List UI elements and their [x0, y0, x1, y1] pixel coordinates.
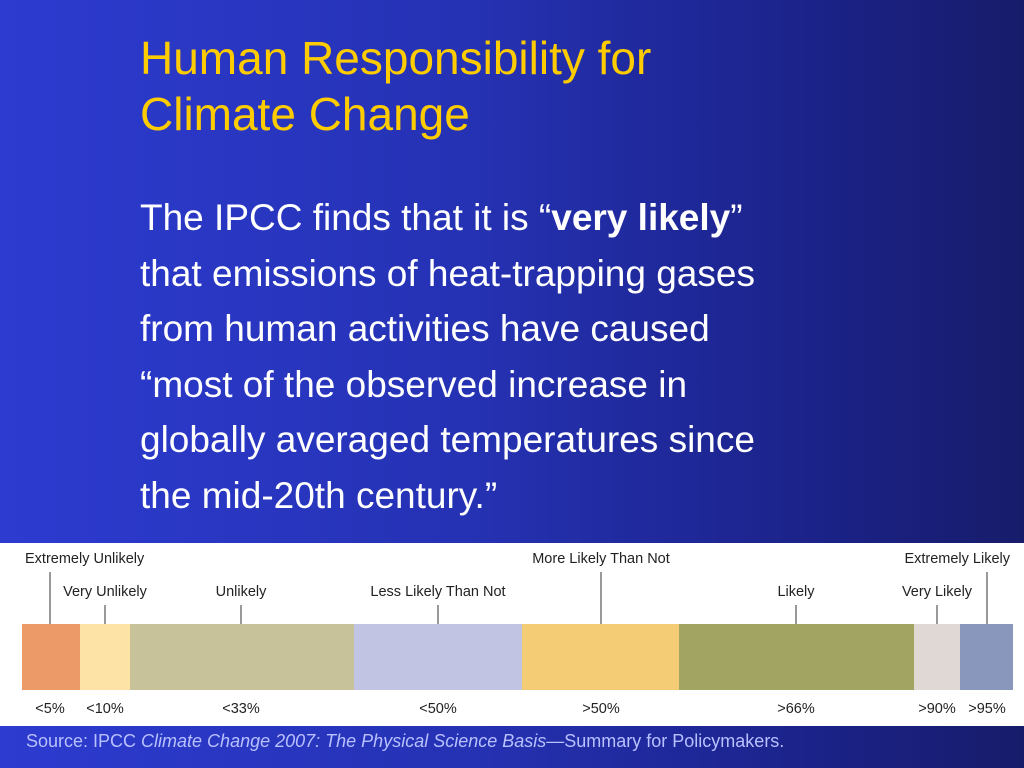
likelihood-scale-panel: Extremely Unlikely Very Unlikely Unlikely L…: [0, 543, 1024, 726]
scale-category-label-5: Likely: [777, 584, 815, 600]
scale-segment-3: [354, 624, 522, 690]
scale-probability-label-4: >50%: [582, 701, 620, 717]
scale-category-label-3: Less Likely Than Not: [370, 584, 505, 600]
source-prefix: Source: IPCC: [26, 731, 142, 751]
likelihood-scale: Extremely Unlikely Very Unlikely Unlikely L…: [22, 551, 1013, 717]
body-emphasis-very-likely: very likely: [551, 197, 731, 238]
scale-segment-6: [914, 624, 960, 690]
body-line-5: globally averaged temperatures since: [140, 419, 755, 460]
scale-probability-label-1: <10%: [86, 701, 124, 717]
source-suffix: —Summary for Policymakers.: [546, 731, 785, 751]
scale-category-label-2: Unlikely: [216, 584, 268, 600]
scale-segment-2: [130, 624, 354, 690]
source-citation: Source: IPCC Climate Change 2007: The Ph…: [26, 731, 1016, 752]
body-line-2: that emissions of heat-trapping gases: [140, 252, 755, 294]
scale-probability-label-2: <33%: [222, 701, 260, 717]
scale-segment-5: [679, 624, 914, 690]
scale-category-label-4: More Likely Than Not: [532, 551, 670, 567]
scale-segment-0: [22, 624, 80, 690]
scale-segment-4: [522, 624, 679, 690]
body-line-1-post: ”: [730, 197, 743, 238]
body-line-4: “most of the observed increase in: [140, 363, 688, 405]
body-line-3: from human activities have caused: [140, 308, 710, 349]
body-line-6: the mid-20th century.”: [140, 474, 498, 516]
scale-category-label-7: Extremely Likely: [904, 551, 1010, 567]
body-line-1-pre: The IPCC finds that it is “: [140, 197, 552, 238]
scale-category-label-0: Extremely Unlikely: [25, 551, 145, 567]
scale-segment-7: [960, 624, 1013, 690]
source-title: Climate Change 2007: The Physical Scienc…: [141, 731, 547, 751]
scale-segment-1: [80, 624, 130, 690]
scale-probability-label-5: >66%: [777, 701, 815, 717]
scale-probability-label-6: >90%: [918, 701, 956, 717]
scale-probability-label-0: <5%: [35, 701, 65, 717]
body-line-1: The IPCC finds that it is “very likely”: [140, 190, 1010, 246]
scale-probability-label-7: >95%: [968, 701, 1006, 717]
slide-body-text: The IPCC finds that it is “very likely” …: [140, 190, 1010, 523]
title-line-2: Climate Change: [140, 88, 470, 140]
title-line-1: Human Responsibility for: [140, 32, 652, 84]
slide-title: Human Responsibility for Climate Change: [140, 30, 1000, 142]
scale-probability-label-3: <50%: [419, 701, 457, 717]
scale-category-label-6: Very Likely: [902, 584, 973, 600]
scale-category-label-1: Very Unlikely: [63, 584, 148, 600]
